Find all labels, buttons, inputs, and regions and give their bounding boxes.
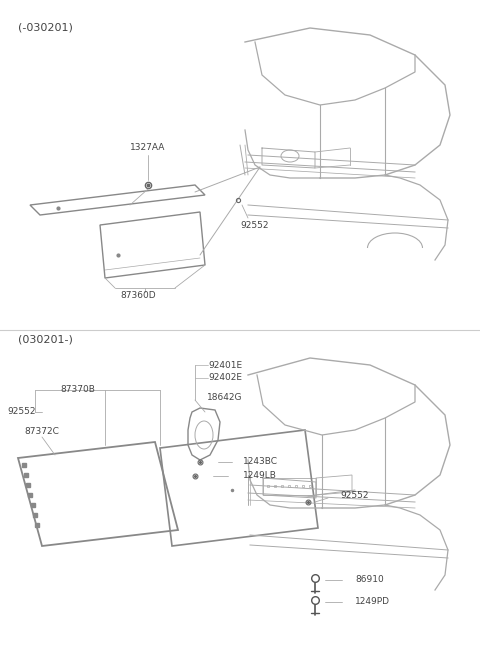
Text: 1243BC: 1243BC — [242, 457, 277, 466]
Text: 92552: 92552 — [341, 491, 369, 500]
Text: (030201-): (030201-) — [18, 335, 73, 345]
Text: 1327AA: 1327AA — [130, 143, 166, 153]
Text: 87360D: 87360D — [120, 291, 156, 299]
Text: 92552: 92552 — [8, 407, 36, 417]
Text: (-030201): (-030201) — [18, 23, 73, 33]
Text: 86910: 86910 — [355, 576, 384, 584]
Text: 87370B: 87370B — [60, 386, 96, 394]
Text: 1249PD: 1249PD — [355, 597, 390, 607]
Text: 92401E: 92401E — [208, 360, 242, 369]
Text: 87372C: 87372C — [24, 428, 60, 436]
Text: 92552: 92552 — [241, 221, 269, 229]
Text: 1249LB: 1249LB — [243, 472, 277, 481]
Text: 92402E: 92402E — [208, 373, 242, 383]
Text: 18642G: 18642G — [207, 394, 243, 403]
